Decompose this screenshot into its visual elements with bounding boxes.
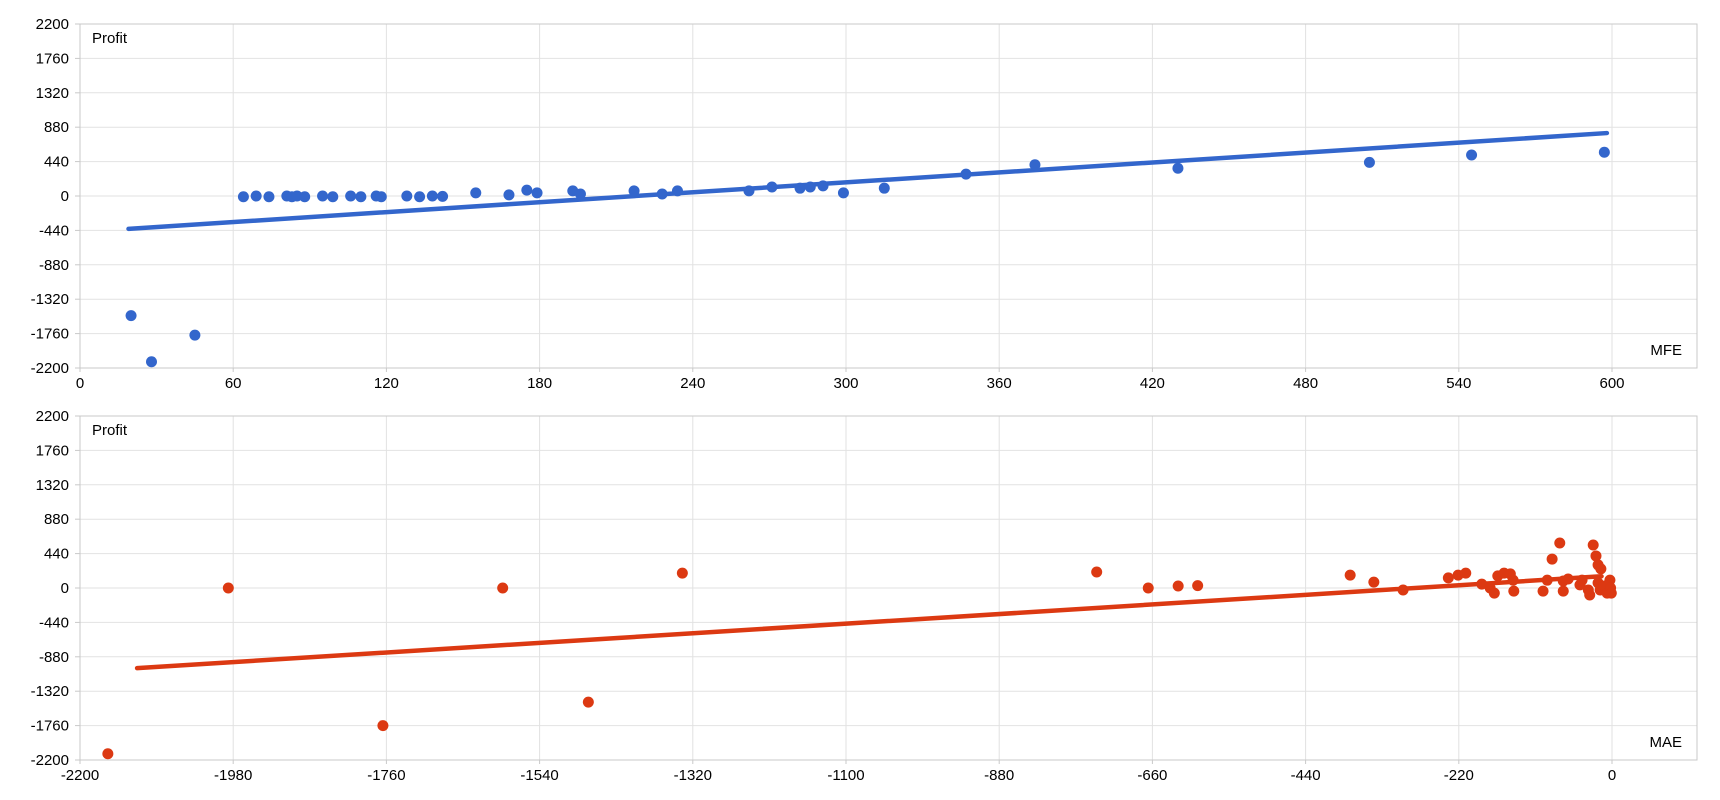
- svg-text:420: 420: [1140, 375, 1165, 392]
- svg-text:-1100: -1100: [827, 767, 864, 784]
- svg-text:-880: -880: [39, 257, 69, 274]
- svg-text:0: 0: [61, 188, 69, 205]
- svg-text:0: 0: [76, 375, 84, 392]
- svg-text:480: 480: [1293, 375, 1318, 392]
- svg-text:1320: 1320: [36, 85, 69, 102]
- svg-text:1760: 1760: [36, 442, 69, 459]
- y-axis-title-mfe: Profit: [92, 30, 128, 47]
- svg-text:440: 440: [44, 154, 69, 171]
- svg-text:0: 0: [1608, 767, 1616, 784]
- svg-text:-1760: -1760: [31, 326, 69, 343]
- svg-text:-1980: -1980: [214, 767, 252, 784]
- svg-text:880: 880: [44, 511, 69, 528]
- svg-text:440: 440: [44, 546, 69, 563]
- svg-text:540: 540: [1446, 375, 1471, 392]
- svg-text:-660: -660: [1137, 767, 1167, 784]
- svg-text:-1760: -1760: [367, 767, 405, 784]
- svg-text:-440: -440: [39, 222, 69, 239]
- svg-text:-2200: -2200: [31, 752, 69, 769]
- x-axis-title-mae: MAE: [1649, 734, 1682, 751]
- svg-text:60: 60: [225, 375, 242, 392]
- svg-text:0: 0: [61, 580, 69, 597]
- svg-text:300: 300: [833, 375, 858, 392]
- svg-text:-880: -880: [984, 767, 1014, 784]
- svg-text:880: 880: [44, 119, 69, 136]
- mfe-scatter-section: 2200 1760 1320 880 440 0 -440 -880 -1320 -1760 -22…: [0, 0, 1720, 392]
- svg-text:-2200: -2200: [61, 767, 99, 784]
- svg-text:-1320: -1320: [31, 683, 69, 700]
- x-axis-title-mfe: MFE: [1650, 342, 1682, 359]
- svg-text:-1320: -1320: [674, 767, 712, 784]
- svg-text:2200: 2200: [36, 408, 69, 425]
- svg-text:240: 240: [680, 375, 705, 392]
- svg-text:360: 360: [987, 375, 1012, 392]
- svg-text:-1540: -1540: [520, 767, 558, 784]
- svg-text:1320: 1320: [36, 477, 69, 494]
- svg-text:2200: 2200: [36, 16, 69, 33]
- y-axis-title-mae: Profit: [92, 422, 128, 439]
- svg-text:-440: -440: [39, 614, 69, 631]
- mae-scatter-plot: 2200 1760 1320 880 440 0 -440 -880 -1320 -1760 -22…: [31, 408, 1698, 784]
- svg-text:-220: -220: [1444, 767, 1474, 784]
- svg-text:-2200: -2200: [31, 360, 69, 377]
- svg-text:-1760: -1760: [31, 718, 69, 735]
- svg-text:-440: -440: [1291, 767, 1321, 784]
- mfe-scatter-plot: 2200 1760 1320 880 440 0 -440 -880 -1320 -1760 -22…: [31, 16, 1698, 392]
- svg-text:180: 180: [527, 375, 552, 392]
- svg-text:1760: 1760: [36, 50, 69, 67]
- svg-text:600: 600: [1599, 375, 1624, 392]
- svg-text:-1320: -1320: [31, 291, 69, 308]
- svg-text:-880: -880: [39, 649, 69, 666]
- svg-text:120: 120: [374, 375, 399, 392]
- mae-scatter-section: 2200 1760 1320 880 440 0 -440 -880 -1320 -1760 -22…: [0, 392, 1720, 800]
